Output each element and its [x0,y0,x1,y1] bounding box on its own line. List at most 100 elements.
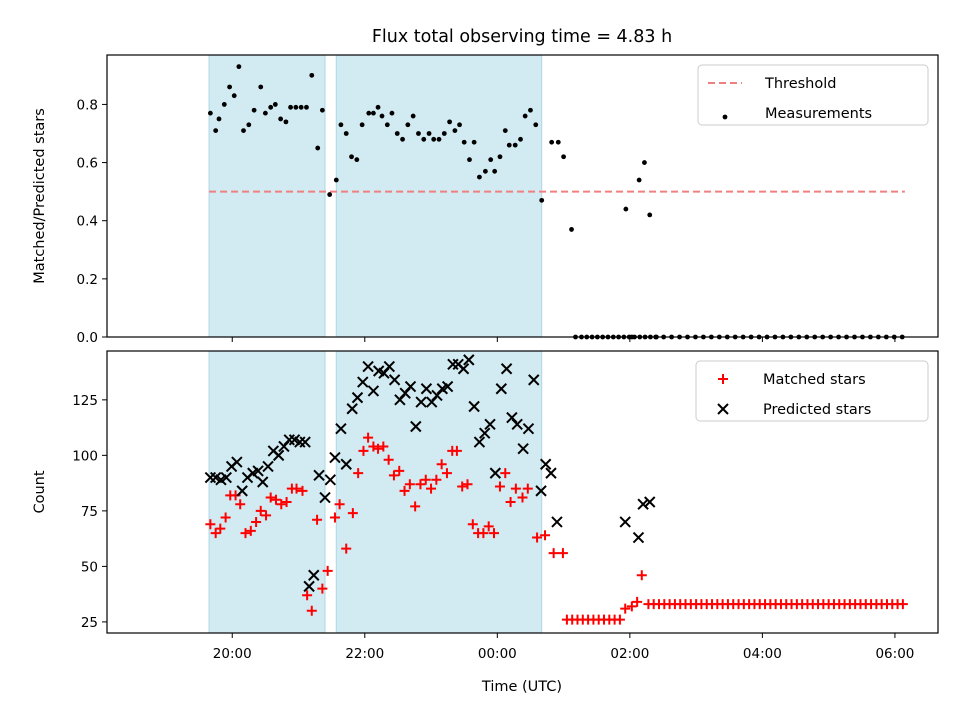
predicted-stars-point [299,436,311,448]
measurements-point [471,139,477,145]
matched-stars-point [557,548,568,559]
measurements-point [394,131,400,136]
measurements-point [246,122,252,128]
measurements-point [370,110,376,116]
predicted-stars-point [388,374,401,386]
matched-stars-point [478,528,489,539]
measurements-point [426,131,432,136]
measurements-point [319,107,325,113]
top-y-tick-label: 0.4 [77,214,98,230]
measurements-point [241,128,246,133]
measurements-point [405,122,411,128]
measurements-point [647,212,653,218]
matched-stars-point [215,523,226,534]
predicted-stars-point [539,458,552,470]
measurements-point [268,104,274,110]
measurements-point [421,136,427,142]
matched-stars-point [261,510,272,521]
matched-stars-point [426,483,437,494]
matched-stars-point [420,474,431,485]
measurements-point [343,131,349,136]
measurements-point [207,110,213,116]
measurements-point [258,84,264,90]
measurements-point [555,139,561,145]
matched-stars-point [329,512,340,523]
predicted-stars-point [479,427,491,439]
legend-predicted-swatch [717,403,729,415]
top-y-tick-label: 0.8 [77,97,98,113]
matched-stars-point [255,505,266,516]
predicted-stars-point [545,467,557,479]
top-shaded-interval-1 [208,54,326,338]
predicted-stars-point [637,498,649,510]
matched-stars-point [235,499,246,510]
matched-stars-point [265,492,276,503]
matched-stars-point [457,481,468,492]
measurements-point [528,107,533,113]
x-tick-label: 00:00 [478,646,517,662]
measurements-point [359,122,365,128]
legend-matched-swatch [718,374,728,384]
measurements-point [512,142,518,148]
measurements-point [327,192,333,197]
matched-stars-point [632,596,643,607]
measurements-point [384,122,390,128]
predicted-stars-point [335,423,347,435]
matched-stars-point [322,565,333,576]
matched-stars-point [494,481,505,492]
measurements-point [315,145,321,151]
matched-stars-point [334,499,345,510]
matched-stars-point [399,485,410,496]
predicted-stars-point [329,451,341,464]
predicted-stars-point [324,474,337,486]
predicted-stars-point [517,442,529,455]
matched-stars-point [522,483,533,494]
x-tick-label: 20:00 [213,646,252,662]
measurements-point [522,113,528,119]
predicted-stars-point [383,360,396,373]
top-y-tick-label: 0.0 [77,330,98,346]
matched-stars-point [626,601,637,612]
matched-stars-point [358,445,369,456]
measurements-point [416,131,421,136]
predicted-stars-point [473,436,486,448]
x-axis-label: Time (UTC) [481,679,562,695]
matched-stars-point [614,614,625,625]
predicted-stars-point [252,465,264,477]
legend-label: Predicted stars [763,402,871,418]
matched-stars-point [205,519,216,530]
measurements-point [298,104,304,110]
top-y-tick-label: 0.2 [77,272,98,288]
matched-stars-point [347,508,358,519]
measurements-point [293,104,299,110]
matched-stars-point [394,465,405,476]
predicted-stars-point [410,420,422,433]
predicted-stars-point [346,403,358,415]
predicted-stars-point [415,396,427,408]
predicted-stars-point [484,418,496,430]
bottom-axes-frame [106,350,939,634]
predicted-stars-point [303,580,315,593]
chart-title: Flux total observing time = 4.83 h [372,27,672,47]
measurements-point [333,177,339,183]
predicted-stars-point [500,363,513,375]
matched-stars-point [383,454,394,465]
measurements-point [283,119,289,125]
matched-stars-point [489,528,500,539]
matched-stars-point [462,479,473,490]
bottom-y-tick-label: 50 [81,559,98,575]
bottom-y-tick-label: 100 [72,448,98,464]
measurements-point [533,122,539,128]
predicted-stars-point [522,423,535,435]
matched-stars-point [363,432,374,443]
measurements-point [227,84,232,90]
measurements-point [216,116,222,122]
matched-stars-point [500,468,511,479]
top-axes-frame [106,54,939,338]
measurements-point [477,174,482,180]
matched-stars-point [517,492,528,503]
legend-label: Matched stars [763,372,866,388]
predicted-stars-point [257,476,269,488]
measurements-point [304,104,309,110]
x-tick-label: 04:00 [743,646,782,662]
